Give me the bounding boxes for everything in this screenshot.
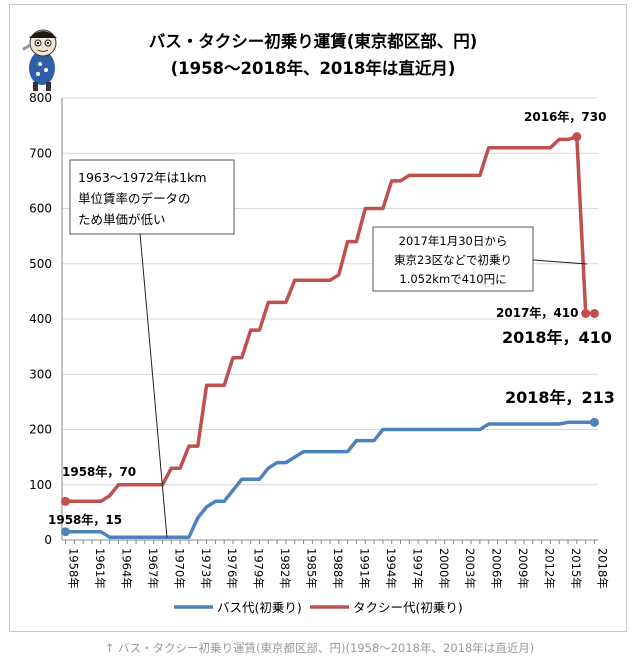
x-tick-label: 1988年 <box>331 548 345 589</box>
legend-label-bus: バス代(初乗り) <box>217 600 302 615</box>
note-2017-line-2: 東京23区などで初乗り <box>394 253 512 267</box>
x-tick-label: 2003年 <box>463 548 477 589</box>
y-tick-label: 100 <box>29 478 52 492</box>
x-tick-label: 2006年 <box>490 548 504 589</box>
y-tick-label: 300 <box>29 367 52 381</box>
label-taxi-1958: 1958年，70 <box>62 464 136 479</box>
note-1km-line-3: ため単価が低い <box>78 212 166 227</box>
chart-frame <box>9 4 627 632</box>
x-tick-label: 2018年 <box>595 548 609 589</box>
x-tick-label: 1982年 <box>278 548 292 589</box>
x-tick-label: 1973年 <box>199 548 213 589</box>
y-tick-label: 600 <box>29 202 52 216</box>
bus-point-1958 <box>61 527 71 537</box>
taxi-point-2018 <box>589 308 599 318</box>
legend-item-taxi[interactable]: タクシー代(初乗り) <box>310 600 463 615</box>
note-2017-line-3: 1.052kmで410円に <box>399 272 506 286</box>
legend: バス代(初乗り) タクシー代(初乗り) <box>174 600 463 615</box>
y-tick-label: 400 <box>29 312 52 326</box>
label-bus-1958: 1958年，15 <box>48 512 122 527</box>
y-tick-label: 700 <box>29 146 52 160</box>
note-1km-pointer <box>139 232 168 539</box>
x-axis: 1958年 1961年 1964年 1967年 1970年 1973年 1976年 1979年… <box>65 540 609 589</box>
x-tick-label: 2012年 <box>543 548 557 589</box>
x-tick-label: 2000年 <box>437 548 451 589</box>
x-tick-label: 2015年 <box>569 548 583 589</box>
legend-item-bus[interactable]: バス代(初乗り) <box>174 600 302 615</box>
chart-subtitle: (1958〜2018年、2018年は直近月) <box>171 58 456 78</box>
taxi-point-2016 <box>572 132 582 142</box>
taxi-point-2017 <box>581 308 591 318</box>
x-tick-label: 1961年 <box>93 548 107 589</box>
cartoon-mascot-icon <box>22 29 57 91</box>
y-tick-label: 200 <box>29 423 52 437</box>
note-2017-line-1: 2017年1月30日から <box>399 234 508 248</box>
taxi-point-1958 <box>61 496 71 506</box>
figure-caption: ↑ バス・タクシー初乗り運賃(東京都区部、円)(1958〜2018年、2018年… <box>104 641 535 655</box>
legend-label-taxi: タクシー代(初乗り) <box>353 600 463 615</box>
note-2017-pointer <box>532 259 588 265</box>
x-tick-label: 1985年 <box>305 548 319 589</box>
label-taxi-2018: 2018年，410 <box>502 328 612 347</box>
y-tick-label: 500 <box>29 257 52 271</box>
fare-chart: バス・タクシー初乗り運賃(東京都区部、円) (1958〜2018年、2018年は… <box>22 29 615 615</box>
x-tick-label: 1958年 <box>67 548 81 589</box>
chart-title: バス・タクシー初乗り運賃(東京都区部、円) <box>149 31 478 51</box>
x-tick-label: 1994年 <box>384 548 398 589</box>
x-tick-label: 1991年 <box>357 548 371 589</box>
bus-fare-line <box>63 420 597 539</box>
x-tick-label: 1997年 <box>410 548 424 589</box>
note-2017-box: 2017年1月30日から 東京23区などで初乗り 1.052kmで410円に <box>372 226 534 292</box>
note-1km-line-2: 単位賃率のデータの <box>78 191 191 206</box>
x-tick-label: 1976年 <box>225 548 239 589</box>
x-tick-label: 1970年 <box>172 548 186 589</box>
y-tick-label: 0 <box>44 533 52 547</box>
x-tick-label: 1964年 <box>119 548 133 589</box>
label-bus-2018: 2018年，213 <box>505 388 615 407</box>
x-tick-label: 1979年 <box>252 548 266 589</box>
series-lines <box>61 132 599 539</box>
note-1km-box: 1963〜1972年は1km 単位賃率のデータの ため単価が低い <box>69 159 235 235</box>
x-tick-label: 2009年 <box>516 548 530 589</box>
bus-point-2018 <box>589 417 599 427</box>
y-axis: 0 100 200 300 400 500 600 700 800 <box>29 91 63 547</box>
taxi-fare-line <box>63 134 597 504</box>
label-taxi-2017: 2017年，410 <box>496 305 578 320</box>
y-tick-label: 800 <box>29 91 52 105</box>
x-tick-label: 1967年 <box>146 548 160 589</box>
note-1km-line-1: 1963〜1972年は1km <box>78 170 207 185</box>
label-taxi-2016: 2016年，730 <box>524 109 606 124</box>
